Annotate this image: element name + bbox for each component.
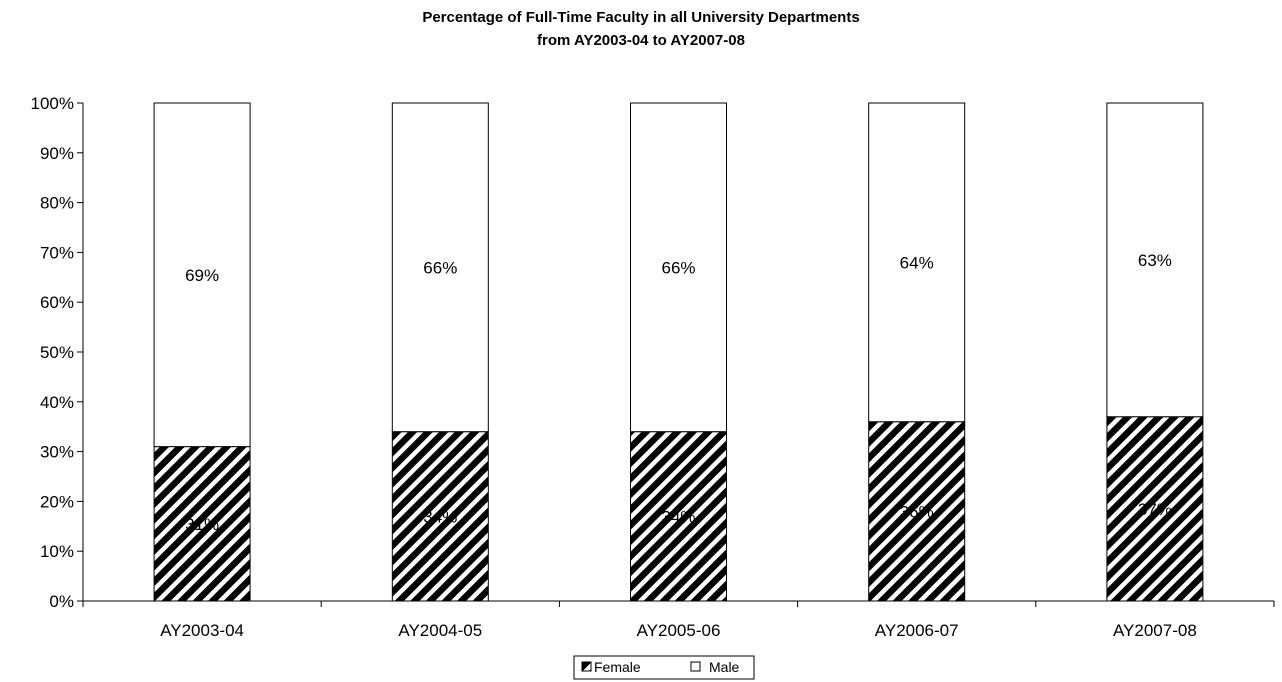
- y-tick-label: 20%: [40, 492, 74, 511]
- y-tick-label: 30%: [40, 443, 74, 462]
- bar-male: [153, 102, 251, 448]
- data-label-male: 66%: [661, 258, 695, 277]
- data-labels: 31% 69% 34% 66% 34% 66% 36% 64% 37% 63%: [185, 251, 1172, 534]
- legend-box: [573, 655, 755, 680]
- bars: [153, 102, 1204, 602]
- y-axis: 0% 10% 20% 30% 40% 50% 60% 70% 80% 90% 100%: [31, 94, 84, 611]
- legend-swatch-female: [581, 661, 592, 672]
- bar-female: [630, 431, 727, 602]
- y-tick-label: 80%: [40, 194, 74, 213]
- data-label-female: 36%: [900, 502, 934, 521]
- data-label-male: 63%: [1138, 251, 1172, 270]
- data-label-male: 69%: [185, 266, 219, 285]
- bar-male: [868, 102, 966, 423]
- x-axis: AY2003-04 AY2004-05 AY2005-06 AY2006-07 AY20…: [82, 600, 1275, 640]
- x-tick-label: AY2007-08: [1113, 621, 1197, 640]
- chart-subtitle: from AY2003-04 to AY2007-08: [537, 32, 745, 49]
- chart-title: Percentage of Full-Time Faculty in all U…: [422, 9, 859, 26]
- x-tick-label: AY2006-07: [875, 621, 959, 640]
- y-tick-label: 60%: [40, 293, 74, 312]
- data-label-female: 31%: [185, 515, 219, 534]
- bar-female: [868, 421, 966, 602]
- bar-female: [1106, 416, 1204, 602]
- data-label-male: 64%: [900, 253, 934, 272]
- legend: Female Male: [573, 655, 755, 680]
- y-tick-label: 40%: [40, 393, 74, 412]
- data-label-female: 34%: [423, 507, 457, 526]
- x-tick-label: AY2003-04: [160, 621, 244, 640]
- data-label-female: 37%: [1138, 500, 1172, 519]
- y-tick-label: 0%: [49, 592, 74, 611]
- y-tick-label: 100%: [31, 94, 74, 113]
- x-tick-label: AY2005-06: [637, 621, 721, 640]
- data-label-male: 66%: [423, 258, 457, 277]
- y-tick-label: 90%: [40, 144, 74, 163]
- legend-label-male: Male: [709, 659, 740, 675]
- x-tick-label: AY2004-05: [398, 621, 482, 640]
- bar-male: [391, 102, 489, 433]
- y-tick-label: 70%: [40, 243, 74, 262]
- y-tick-label: 50%: [40, 343, 74, 362]
- data-label-female: 34%: [661, 507, 695, 526]
- y-tick-label: 10%: [40, 542, 74, 561]
- bar-male: [1106, 102, 1204, 418]
- legend-label-female: Female: [594, 659, 641, 675]
- bar-male: [630, 102, 727, 433]
- bar-female: [391, 431, 489, 602]
- legend-swatch-male: [690, 661, 701, 672]
